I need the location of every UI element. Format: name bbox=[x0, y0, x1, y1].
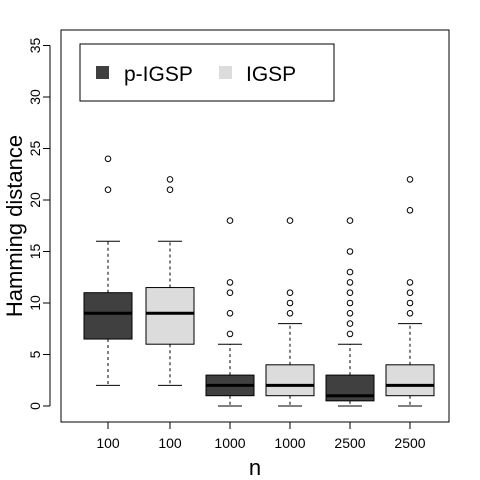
legend-frame bbox=[79, 43, 335, 102]
x-tick-label: 1000 bbox=[274, 435, 305, 451]
outlier-point bbox=[226, 217, 234, 224]
outlier-point bbox=[346, 320, 354, 327]
y-tick-label: 15 bbox=[27, 244, 43, 260]
x-tick-label: 100 bbox=[96, 435, 120, 451]
y-tick-label: 5 bbox=[27, 350, 43, 358]
box-iqr bbox=[265, 364, 315, 397]
outlier-point bbox=[346, 248, 354, 255]
outlier-point bbox=[346, 279, 354, 286]
x-tick-label: 2500 bbox=[334, 435, 365, 451]
outlier-point bbox=[406, 310, 414, 317]
box-p-igsp-1000 bbox=[205, 217, 255, 407]
outlier-point bbox=[104, 155, 112, 163]
outlier-point bbox=[406, 299, 414, 307]
box-igsp-100 bbox=[145, 176, 195, 386]
y-axis-label: Hamming distance bbox=[2, 135, 27, 317]
outlier-point bbox=[226, 289, 234, 297]
boxes-layer bbox=[83, 155, 435, 407]
y-tick-label: 0 bbox=[27, 402, 43, 410]
outlier-point bbox=[286, 217, 294, 224]
y-tick-label: 35 bbox=[27, 38, 43, 54]
outlier-point bbox=[406, 176, 414, 183]
y-tick-label: 10 bbox=[27, 295, 43, 311]
outlier-point bbox=[346, 289, 354, 297]
outlier-point bbox=[166, 176, 174, 183]
y-tick-label: 25 bbox=[27, 141, 43, 157]
x-axis: 100 100 1000 1000 2500 2500 bbox=[96, 421, 426, 451]
x-tick-label: 100 bbox=[158, 435, 182, 451]
legend-label-igsp: IGSP bbox=[246, 63, 296, 86]
box-p-igsp-2500 bbox=[325, 217, 375, 407]
outlier-point bbox=[406, 289, 414, 297]
box-igsp-2500 bbox=[385, 176, 435, 407]
outlier-point bbox=[346, 330, 354, 338]
x-tick-label: 1000 bbox=[214, 435, 245, 451]
legend: p-IGSP IGSP bbox=[79, 43, 335, 102]
legend-swatch-p-igsp bbox=[96, 66, 109, 79]
outlier-point bbox=[226, 279, 234, 286]
box-iqr bbox=[145, 287, 195, 345]
outlier-point bbox=[346, 310, 354, 317]
y-tick-label: 20 bbox=[27, 192, 43, 208]
box-iqr bbox=[385, 364, 435, 397]
outlier-point bbox=[406, 207, 414, 214]
outlier-point bbox=[286, 289, 294, 297]
box-p-igsp-100 bbox=[83, 155, 133, 386]
outlier-point bbox=[406, 279, 414, 286]
x-axis-label: n bbox=[249, 455, 261, 480]
legend-swatch-igsp bbox=[219, 66, 232, 79]
legend-label-p-igsp: p-IGSP bbox=[124, 63, 193, 86]
y-axis: 0 5 10 15 20 25 30 35 bbox=[27, 38, 51, 410]
outlier-point bbox=[286, 310, 294, 317]
outlier-point bbox=[104, 186, 112, 193]
outlier-point bbox=[286, 299, 294, 307]
x-tick-label: 2500 bbox=[394, 435, 425, 451]
outlier-point bbox=[166, 186, 174, 193]
outlier-point bbox=[226, 310, 234, 317]
outlier-point bbox=[346, 268, 354, 276]
y-tick-label: 30 bbox=[27, 89, 43, 105]
outlier-point bbox=[346, 217, 354, 224]
outlier-point bbox=[346, 299, 354, 307]
box-igsp-1000 bbox=[265, 217, 315, 407]
outlier-point bbox=[226, 330, 234, 338]
box-iqr bbox=[83, 292, 133, 340]
